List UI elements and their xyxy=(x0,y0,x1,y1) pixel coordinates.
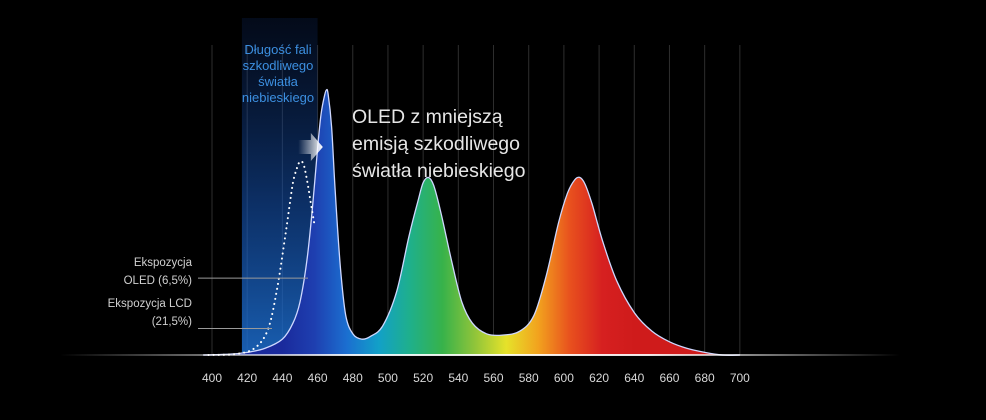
x-tick-label: 460 xyxy=(308,371,328,385)
x-tick-label: 560 xyxy=(484,371,504,385)
oled-spectrum-curve xyxy=(203,88,740,356)
shift-arrow-icon xyxy=(298,133,323,161)
x-tick-label: 600 xyxy=(554,371,574,385)
oled-exposure-line: OLED (6,5%) xyxy=(123,275,192,287)
x-tick-label: 400 xyxy=(202,371,222,385)
oled-headline: OLED z mniejszą emisją szkodliwego świat… xyxy=(352,104,525,185)
x-tick-label: 540 xyxy=(448,371,468,385)
baseline-glow xyxy=(60,354,900,356)
x-tick-label: 700 xyxy=(730,371,750,385)
x-tick-label: 620 xyxy=(589,371,609,385)
band-label: Długość fali szkodliwego światła niebies… xyxy=(232,42,324,106)
lcd-spectrum-dotted-curve xyxy=(207,160,316,356)
lcd-exposure-label: Ekspozycja LCD (21,5%) xyxy=(108,295,192,331)
x-tick-label: 520 xyxy=(413,371,433,385)
band-label-line: światła xyxy=(258,74,298,89)
oled-spectrum-area xyxy=(203,89,740,356)
x-tick-label: 660 xyxy=(659,371,679,385)
x-axis-tick-labels: 400 420 440 460 480 500 520 540 560 580 600 620 640 6… xyxy=(202,371,750,385)
headline-line: OLED z mniejszą xyxy=(352,106,503,128)
lcd-exposure-line: (21,5%) xyxy=(151,316,192,328)
x-tick-label: 580 xyxy=(519,371,539,385)
x-tick-label: 640 xyxy=(624,371,644,385)
x-tick-label: 500 xyxy=(378,371,398,385)
x-tick-label: 480 xyxy=(343,371,363,385)
headline-line: światła niebieskiego xyxy=(352,160,526,182)
lcd-exposure-line: Ekspozycja LCD xyxy=(107,298,192,310)
band-label-line: niebieskiego xyxy=(241,90,315,105)
headline-line: emisją szkodliwego xyxy=(352,133,520,155)
grid-lines xyxy=(211,45,741,355)
x-tick-label: 680 xyxy=(695,371,715,385)
band-label-line: Długość fali xyxy=(244,42,312,57)
band-label-line: szkodliwego xyxy=(242,58,314,73)
x-tick-label: 420 xyxy=(237,371,257,385)
x-tick-label: 440 xyxy=(272,371,292,385)
oled-exposure-label: Ekspozycja OLED (6,5%) xyxy=(124,254,192,290)
oled-exposure-line: Ekspozycja xyxy=(133,257,192,269)
